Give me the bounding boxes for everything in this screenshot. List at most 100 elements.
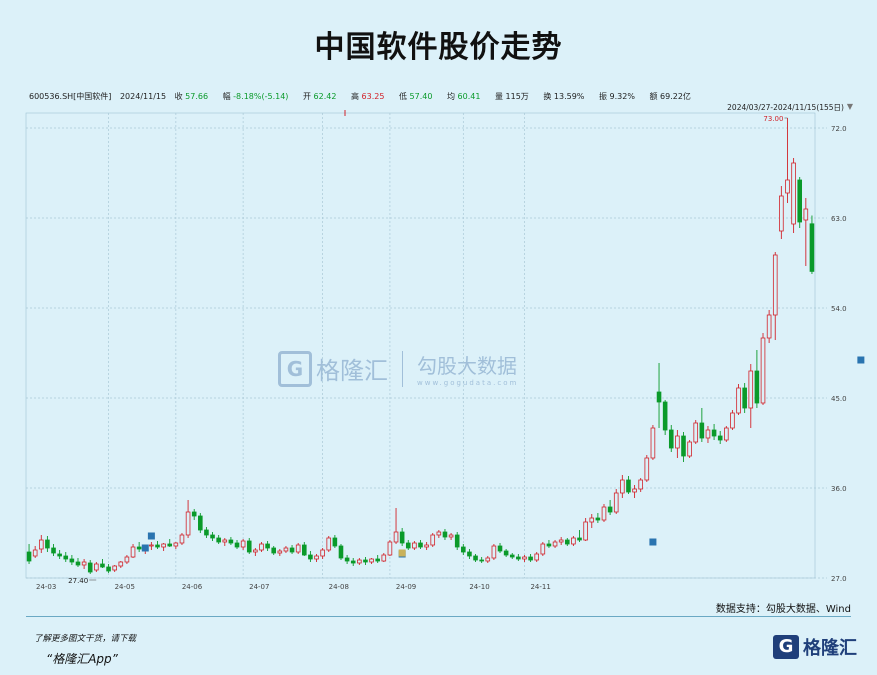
candle-body bbox=[363, 559, 368, 563]
event-marker bbox=[147, 532, 155, 540]
candle-body bbox=[314, 555, 319, 560]
candle-body bbox=[791, 162, 796, 225]
candle-body bbox=[173, 542, 179, 547]
candle-body bbox=[485, 557, 491, 562]
max-price-label: 73.00 bbox=[763, 115, 783, 123]
candle-body bbox=[766, 314, 772, 339]
candle-body bbox=[167, 543, 173, 547]
candle-body bbox=[399, 531, 405, 544]
candle-body bbox=[681, 435, 686, 457]
quote-info-bar: 600536.SH[中国软件] 2024/11/15 收 57.66 幅 -8.… bbox=[29, 91, 703, 102]
candle-body bbox=[344, 557, 350, 562]
chevron-down-icon[interactable]: ▼ bbox=[846, 102, 853, 111]
candle-body bbox=[638, 479, 643, 490]
candle-body bbox=[393, 531, 399, 543]
low-field: 低 57.40 bbox=[398, 92, 433, 101]
candle-body bbox=[320, 549, 325, 557]
candle-body bbox=[387, 541, 393, 556]
candle-body bbox=[375, 558, 380, 562]
candle-body bbox=[155, 544, 160, 548]
candle-body bbox=[63, 555, 69, 560]
candle-body bbox=[754, 370, 760, 404]
logo-icon: G bbox=[773, 635, 799, 659]
candle-body bbox=[803, 208, 809, 221]
candle-body bbox=[130, 546, 136, 558]
candle-body bbox=[271, 547, 277, 554]
candle-body bbox=[497, 545, 503, 552]
event-marker bbox=[857, 356, 865, 364]
candle-body bbox=[687, 441, 692, 457]
candle-body bbox=[772, 254, 778, 316]
candle-body bbox=[45, 539, 50, 549]
candle-body bbox=[620, 479, 625, 494]
quote-date: 2024/11/15 bbox=[119, 92, 167, 101]
candle-body bbox=[571, 537, 576, 545]
y-tick-label: 45.0 bbox=[831, 395, 847, 403]
x-tick-label: 24-06 bbox=[182, 583, 203, 591]
avg-field: 均 60.41 bbox=[446, 92, 481, 101]
candle-body bbox=[216, 537, 221, 543]
candle-body bbox=[797, 179, 803, 223]
candle-body bbox=[650, 427, 656, 459]
candle-body bbox=[69, 558, 75, 563]
candle-body bbox=[748, 370, 754, 409]
x-tick-label: 24-08 bbox=[329, 583, 349, 591]
candle-body bbox=[405, 542, 411, 549]
candle-body bbox=[607, 506, 613, 513]
amplitude-field: 振 9.32% bbox=[598, 92, 635, 101]
candle-body bbox=[730, 412, 735, 429]
stock-code: 600536.SH[中国软件] bbox=[29, 92, 112, 101]
brand-logo: G 格隆汇 bbox=[773, 634, 857, 660]
min-price-label: 27.40 bbox=[68, 577, 88, 585]
candle-body bbox=[454, 534, 460, 548]
candle-body bbox=[295, 544, 301, 553]
x-tick-label: 24-09 bbox=[396, 583, 416, 591]
candlestick-chart: 27.0 36.0 45.0 54.0 63.0 72.0 24-03 24-05 24-06 2… bbox=[25, 110, 865, 591]
candle-body bbox=[601, 506, 607, 521]
candle-body bbox=[779, 195, 784, 232]
candle-body bbox=[253, 549, 258, 553]
event-marker bbox=[141, 544, 149, 552]
candle-body bbox=[760, 337, 766, 404]
page-title: 中国软件股价走势 bbox=[314, 30, 563, 65]
x-tick-label: 24-07 bbox=[249, 583, 269, 591]
candle-body bbox=[179, 534, 185, 544]
candle-body bbox=[711, 429, 717, 437]
candle-body bbox=[118, 561, 124, 567]
download-promo: 了解更多图文干货，请下载 bbox=[34, 634, 137, 644]
candle-body bbox=[210, 534, 215, 539]
volume-field: 量 115万 bbox=[494, 92, 529, 101]
candle-body bbox=[308, 554, 313, 560]
watermark-url: www.gogudata.com bbox=[417, 379, 519, 387]
y-tick-label: 54.0 bbox=[831, 305, 847, 313]
app-name: “格隆汇App” bbox=[46, 652, 118, 666]
candle-body bbox=[51, 547, 56, 554]
watermark-logo-icon: G bbox=[278, 350, 312, 387]
date-range-label: 2024/03/27-2024/11/15(155日) bbox=[727, 103, 844, 112]
candle-body bbox=[26, 551, 32, 562]
y-tick-label: 63.0 bbox=[831, 215, 847, 223]
y-tick-label: 27.0 bbox=[831, 575, 847, 583]
candle-body bbox=[136, 546, 142, 550]
candle-body bbox=[583, 521, 588, 541]
candle-body bbox=[81, 561, 87, 566]
candle-body bbox=[552, 541, 558, 547]
candle-body bbox=[228, 539, 234, 544]
event-marker bbox=[398, 549, 406, 557]
event-marker bbox=[649, 538, 657, 546]
candle-body bbox=[516, 556, 521, 560]
candle-body bbox=[430, 534, 436, 546]
candle-body bbox=[277, 550, 283, 554]
turnover-field: 换 13.59% bbox=[543, 92, 585, 101]
x-tick-label: 24-10 bbox=[469, 583, 489, 591]
candle-body bbox=[528, 556, 533, 561]
candle-body bbox=[546, 543, 552, 547]
candle-body bbox=[693, 422, 699, 443]
watermark: G 格隆汇 勾股大数据 www.gogudata.com bbox=[278, 350, 518, 387]
candle-body bbox=[675, 435, 680, 449]
candle-body bbox=[191, 511, 197, 517]
candle-body bbox=[632, 488, 637, 493]
candle-body bbox=[350, 560, 356, 564]
candle-body bbox=[246, 540, 252, 553]
data-source-note: 数据支持：勾股大数据、Wind bbox=[715, 604, 851, 615]
